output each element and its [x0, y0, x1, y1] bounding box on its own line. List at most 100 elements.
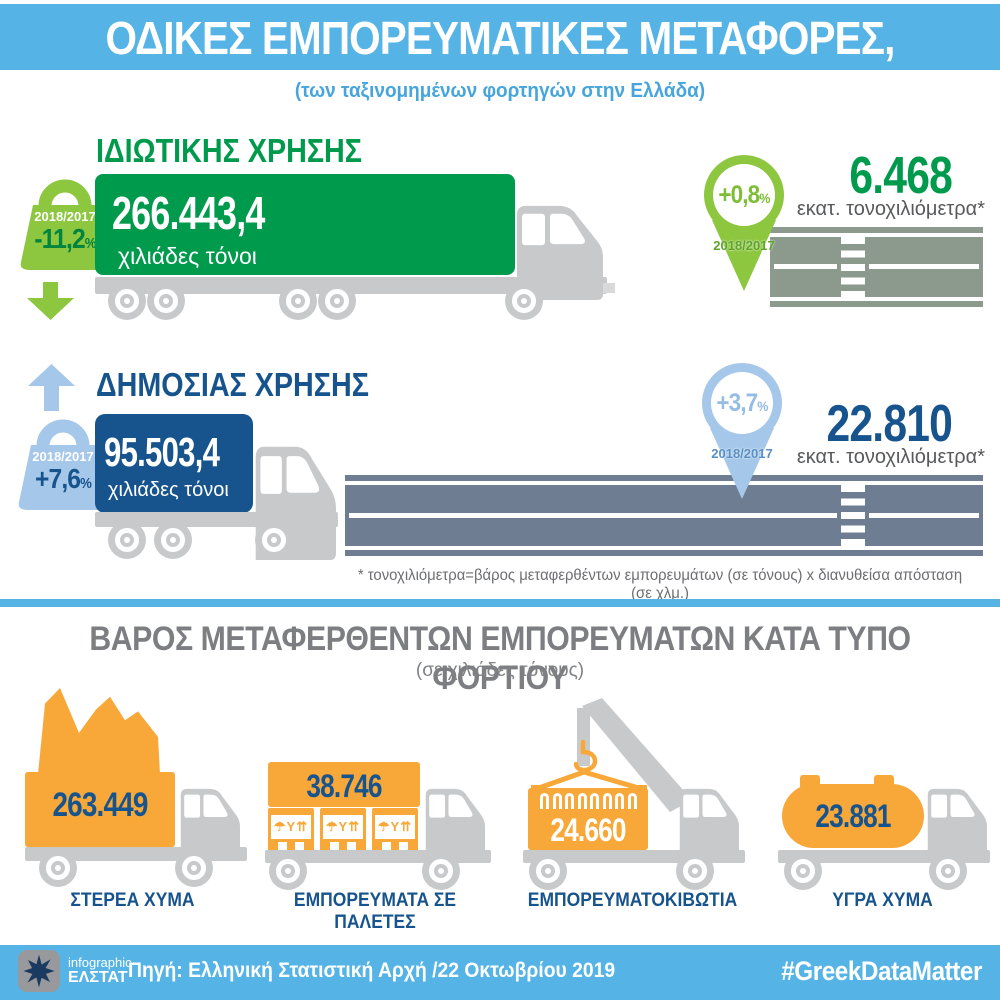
weight-badge-icon-public: 2018/2017 +7,6%	[18, 412, 108, 512]
page-subtitle: (των ταξινομημένων φορτηγών στην Ελλάδα)	[294, 80, 706, 102]
compass-star-icon	[23, 954, 55, 988]
fragile-icons: ☂Y⇈	[271, 815, 311, 839]
fragile-icons: ☂Y⇈	[323, 815, 363, 839]
footnote: * τονοχιλιόμετρα=βάρος μεταφερθέντων εμπ…	[357, 567, 963, 602]
pallet-box-icon: ☂Y⇈	[268, 808, 314, 852]
private-tons-value: 266.443,4	[112, 187, 265, 239]
corrugation-rib	[577, 793, 587, 809]
wheel-icon	[529, 852, 567, 890]
public-pin-change: +3,7%	[716, 389, 768, 417]
pallet-slot	[347, 842, 356, 852]
wheel-icon	[39, 849, 77, 887]
wheel-icon	[505, 282, 543, 320]
corrugation-rib	[590, 793, 599, 809]
wheel-icon	[318, 282, 356, 320]
section-divider	[0, 599, 1000, 607]
wheel-icon	[269, 852, 307, 890]
cargo-section-title: ΒΑΡΟΣ ΜΕΤΑΦΕΡΘΕΝΤΩΝ ΕΜΠΟΡΕΥΜΑΤΩΝ ΚΑΤΑ ΤΥ…	[89, 620, 911, 697]
pallet-slot	[330, 842, 339, 852]
dump-body	[25, 772, 175, 847]
private-tonkm-unit: εκατ. τονοχιλιόμετρα*	[796, 198, 985, 220]
road-graphic-public	[345, 475, 983, 556]
map-pin-icon-public: +3,7% 2018/2017	[697, 358, 787, 503]
crosswalk-icon	[841, 485, 865, 546]
private-section-title: ΙΔΙΩΤΙΚΗΣ ΧΡΗΣΗΣ	[96, 132, 363, 169]
pallet-box-icon: ☂Y⇈	[320, 808, 366, 852]
cargo-value-containers: 24.660	[550, 812, 626, 848]
wheel-icon	[676, 852, 714, 890]
private-weight-period: 2018/2017	[34, 209, 96, 224]
road-center-line	[869, 264, 979, 269]
road-center-line	[349, 513, 837, 518]
corrugation-rib	[565, 793, 574, 809]
public-section-title: ΔΗΜΟΣΙΑΣ ΧΡΗΣΗΣ	[96, 366, 369, 403]
fragile-icons: ☂Y⇈	[375, 815, 415, 839]
crosswalk-icon	[841, 237, 865, 298]
corrugation-rib	[540, 793, 549, 809]
weight-badge-icon-private: 2018/2017 -11,2%	[20, 172, 110, 272]
public-weight-change: +7,6%	[35, 463, 92, 494]
cargo-group-pallets: ☂Y⇈ ☂Y⇈ ☂Y⇈ 38.746 ΕΜΠΟΡΕΥΜΑΤΑ ΣΕ ΠΑΛΕΤΕ…	[250, 680, 500, 933]
wheel-icon	[147, 282, 185, 320]
private-pin-period: 2018/2017	[713, 238, 775, 253]
corrugation-rib	[552, 793, 562, 809]
truck-bumper	[603, 283, 615, 293]
public-tonkm-value: 22.810	[826, 395, 953, 453]
logo-text-bottom: ΕΛΣΤΑΤ	[68, 969, 128, 986]
pallet-slot	[278, 842, 287, 852]
down-arrow-icon	[27, 282, 74, 320]
cargo-label-liquid-bulk: ΥΓΡΑ ΧΥΜΑ	[832, 890, 933, 911]
cargo-group-solid-bulk: 263.449 ΣΤΕΡΕΑ ΧΥΜΑ	[15, 680, 250, 920]
corrugation-rib	[602, 793, 612, 809]
corrugation-rib	[627, 793, 637, 809]
truck-cab-icon	[677, 786, 739, 858]
wheel-icon	[784, 852, 822, 890]
wheel-icon	[929, 852, 967, 890]
cargo-label-pallets: ΕΜΠΟΡΕΥΜΑΤΑ ΣΕ ΠΑΛΕΤΕΣ	[293, 890, 457, 933]
pallet-box-icon: ☂Y⇈	[372, 808, 418, 852]
weight-shape	[20, 179, 110, 270]
elstat-logo-icon	[18, 950, 60, 992]
public-tons-value: 95.503,4	[104, 429, 220, 475]
truck-cab-icon-private	[513, 202, 603, 300]
wheel-icon	[108, 282, 146, 320]
truck-cab-icon	[423, 786, 485, 858]
pallet-slot	[382, 842, 391, 852]
public-truck-box	[95, 414, 253, 513]
cargo-section-subtitle: (σε χιλιάδες τόνους)	[415, 660, 585, 681]
corrugation-rib	[615, 793, 624, 809]
header-bar	[0, 4, 1000, 70]
road-graphic-private	[770, 227, 983, 307]
public-pin-period: 2018/2017	[711, 446, 773, 461]
page-title: ΟΔΙΚΕΣ ΕΜΠΟΡΕΥΜΑΤΙΚΕΣ ΜΕΤΑΦΟΡΕΣ, 2018	[105, 12, 896, 118]
flatbed-plate	[268, 762, 420, 807]
truck-cab-icon	[178, 786, 240, 858]
map-pin-icon-private: +0,8% 2018/2017	[699, 150, 789, 295]
truck-cab-icon	[925, 786, 987, 858]
road-edge-line	[345, 546, 983, 550]
private-pin-change: +0,8%	[718, 181, 770, 209]
wheel-icon	[422, 852, 460, 890]
cargo-group-containers: 24.660 ΕΜΠΟΡΕΥΜΑΤΟΚΙΒΩΤΙΑ	[510, 680, 755, 920]
container-corrugation	[540, 793, 637, 809]
wheel-icon	[255, 521, 293, 559]
bulk-heap-icon	[38, 687, 160, 774]
cargo-label-containers: ΕΜΠΟΡΕΥΜΑΤΟΚΙΒΩΤΙΑ	[527, 890, 738, 911]
wheel-icon	[279, 282, 317, 320]
public-tonkm-unit: εκατ. τονοχιλιόμετρα*	[796, 446, 985, 468]
road-center-line	[869, 513, 979, 518]
wheel-icon	[175, 849, 213, 887]
wheel-icon	[108, 521, 146, 559]
tanker-body	[782, 784, 924, 848]
wheel-icon	[154, 521, 192, 559]
hashtag-text: #GreekDataMatter	[781, 956, 982, 986]
road-center-line	[774, 264, 837, 269]
cargo-value-solid-bulk: 263.449	[52, 786, 148, 824]
private-weight-change: -11,2%	[34, 223, 96, 254]
private-truck-trailer	[95, 174, 515, 275]
logo-text-top: infographic	[68, 955, 132, 970]
cargo-value-pallets: 38.746	[306, 768, 382, 804]
up-arrow-icon	[28, 364, 75, 411]
cargo-label-solid-bulk: ΣΤΕΡΕΑ ΧΥΜΑ	[70, 890, 195, 911]
